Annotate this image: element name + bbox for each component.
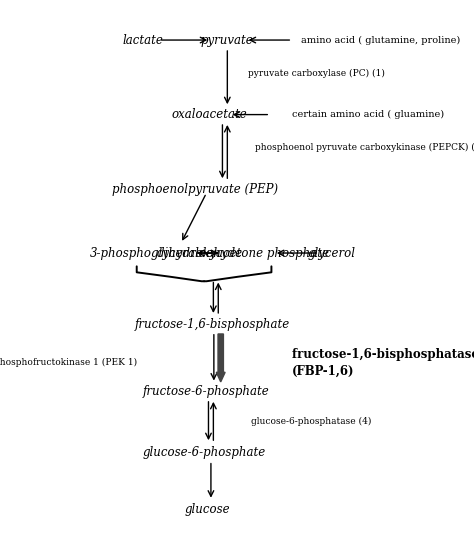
Text: glucose: glucose bbox=[185, 503, 230, 516]
Text: fructose-1,6-bisphosphatase  (3): fructose-1,6-bisphosphatase (3) bbox=[292, 348, 474, 360]
Text: glucose-6-phosphatase (4): glucose-6-phosphatase (4) bbox=[251, 417, 371, 427]
Text: phosphoenolpyruvate (PEP): phosphoenolpyruvate (PEP) bbox=[112, 182, 279, 196]
Text: phosphofructokinase 1 (PEK 1): phosphofructokinase 1 (PEK 1) bbox=[0, 358, 137, 367]
Text: lactate: lactate bbox=[122, 33, 163, 47]
FancyArrow shape bbox=[216, 334, 225, 382]
Text: certain amino acid ( gluamine): certain amino acid ( gluamine) bbox=[292, 110, 444, 119]
Text: fructose-1,6-bisphosphate: fructose-1,6-bisphosphate bbox=[135, 318, 290, 331]
Text: fructose-6-phosphate: fructose-6-phosphate bbox=[143, 385, 270, 398]
Text: dihydroxyacetone phosphate: dihydroxyacetone phosphate bbox=[157, 246, 329, 259]
Text: 3-phosphoglyceraldehyde: 3-phosphoglyceraldehyde bbox=[90, 246, 243, 259]
Text: oxaloacetate: oxaloacetate bbox=[171, 108, 247, 121]
Text: amino acid ( glutamine, proline): amino acid ( glutamine, proline) bbox=[301, 36, 460, 45]
Text: glucose-6-phosphate: glucose-6-phosphate bbox=[143, 446, 266, 459]
Text: phosphoenol pyruvate carboxykinase (PEPCK) (2): phosphoenol pyruvate carboxykinase (PEPC… bbox=[255, 143, 474, 152]
Text: (FBP-1,6): (FBP-1,6) bbox=[292, 365, 355, 378]
Text: glycerol: glycerol bbox=[308, 246, 356, 259]
Text: pyruvate carboxylase (PC) (1): pyruvate carboxylase (PC) (1) bbox=[248, 68, 385, 77]
Text: pyruvate: pyruvate bbox=[201, 33, 254, 47]
